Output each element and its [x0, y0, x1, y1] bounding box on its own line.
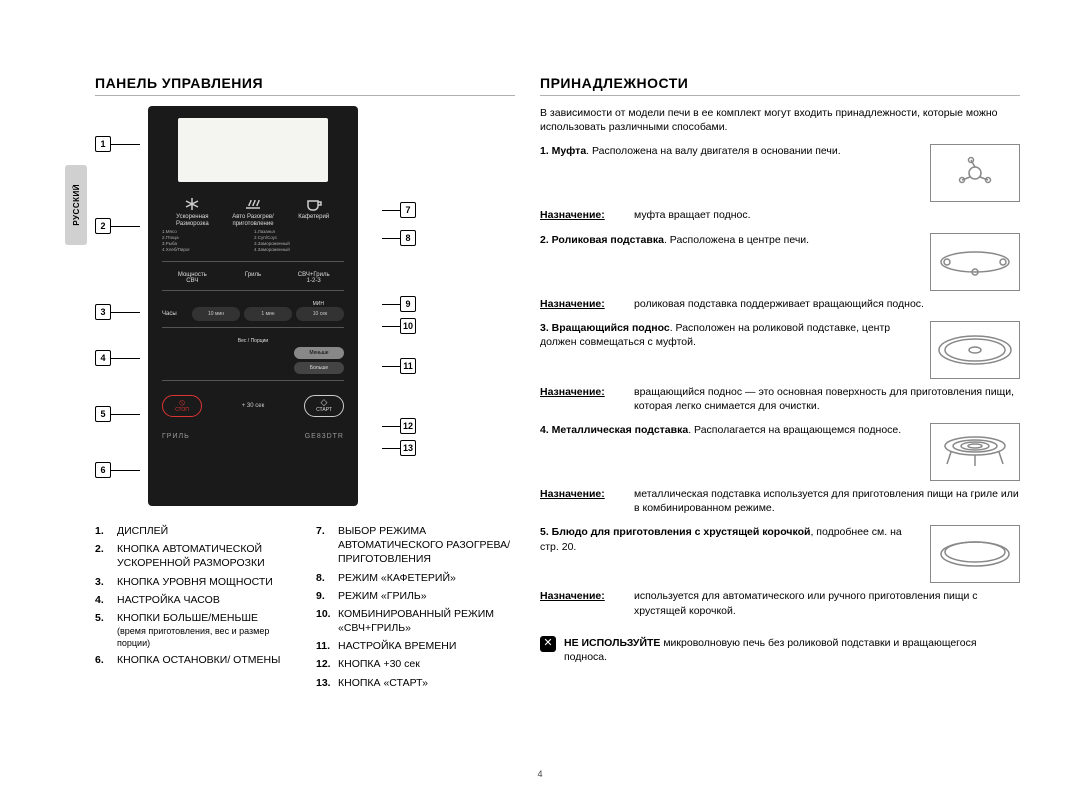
panel-label-reheat: Авто Разогрев/ приготовление [223, 214, 284, 227]
callout-11: 11 [400, 358, 416, 374]
legend-item: 7.ВЫБОР РЕЖИМА АВТОМАТИЧЕСКОГО РАЗОГРЕВА… [316, 524, 515, 567]
language-tab-label: РУССКИЙ [72, 184, 81, 226]
panel-brand: ГРИЛЬ [162, 433, 190, 440]
accessory-illustration [930, 233, 1020, 291]
accessory-title-text: 3. Вращающийся поднос. Расположен на рол… [540, 321, 920, 379]
accessory-illustration [930, 321, 1020, 379]
panel-model: GE83DTR [305, 433, 344, 440]
accessory-row: 1. Муфта. Расположена на валу двигателя … [540, 144, 1020, 202]
panel-less-button: Меньше [294, 347, 344, 359]
accessory-title-text: 5. Блюдо для приготовления с хрустящей к… [540, 525, 920, 583]
callout-6: 6 [95, 462, 111, 478]
panel-time-row: МИН Часы 10 мин 1 мин 10 сек [162, 297, 344, 328]
panel-power-label: Мощность СВЧ [162, 272, 223, 284]
legend-item: 3.КНОПКА УРОВНЯ МОЩНОСТИ [95, 575, 294, 589]
panel-time-1min: 1 мин [244, 307, 292, 321]
right-column: ПРИНАДЛЕЖНОСТИ В зависимости от модели п… [540, 75, 1020, 694]
panel-start-button: ◇СТАРТ [304, 395, 344, 417]
callout-7: 7 [400, 202, 416, 218]
accessory-row: 4. Металлическая подставка. Располагаетс… [540, 423, 1020, 481]
reheat-icon [243, 196, 263, 212]
legend-item: 9.РЕЖИМ «ГРИЛЬ» [316, 589, 515, 603]
panel-time-10sec: 10 сек [296, 307, 344, 321]
legend-item: 8.РЕЖИМ «КАФЕТЕРИЙ» [316, 571, 515, 585]
panel-model-row: ГРИЛЬ GE83DTR [162, 429, 344, 440]
panel-plus30-label: + 30 сек [242, 403, 264, 409]
callout-8: 8 [400, 230, 416, 246]
right-intro: В зависимости от модели печи в ее компле… [540, 106, 1020, 134]
legend-item: 11.НАСТРОЙКА ВРЕМЕНИ [316, 639, 515, 653]
legend-item: 10.КОМБИНИРОВАННЫЙ РЕЖИМ «СВЧ+ГРИЛЬ» [316, 607, 515, 635]
callout-12: 12 [400, 418, 416, 434]
control-panel: Ускоренная Разморозка Авто Разогрев/ при… [148, 106, 358, 506]
legend-item: 13.КНОПКА «СТАРТ» [316, 676, 515, 690]
legend-col-a: 1.ДИСПЛЕЙ 2.КНОПКА АВТОМАТИЧЕСКОЙ УСКОРЕН… [95, 524, 294, 694]
panel-label-cafe: Кафетерий [283, 214, 344, 227]
callout-1: 1 [95, 136, 111, 152]
callout-2: 2 [95, 218, 111, 234]
panel-weight-label: Вес / Порции [162, 338, 344, 344]
panel-grill-label: Гриль [223, 272, 284, 284]
legend-item: 12.КНОПКА +30 сек [316, 657, 515, 671]
accessory-title-text: 1. Муфта. Расположена на валу двигателя … [540, 144, 920, 202]
warning-text: НЕ ИСПОЛЬЗУЙТЕ микроволновую печь без ро… [564, 636, 1020, 664]
accessory-purpose-row: Назначение:металлическая подставка испол… [540, 487, 1020, 515]
panel-more-button: Больше [294, 362, 344, 374]
legend-item: 6.КНОПКА ОСТАНОВКИ/ ОТМЕНЫ [95, 653, 294, 667]
page-number: 4 [0, 769, 1080, 779]
callouts-left: 1 2 3 4 5 6 [95, 106, 140, 478]
callout-5: 5 [95, 406, 111, 422]
warning-icon: ✕ [540, 636, 556, 652]
warning-row: ✕ НЕ ИСПОЛЬЗУЙТЕ микроволновую печь без … [540, 636, 1020, 664]
accessory-illustration [930, 423, 1020, 481]
panel-menu-right: 1.Лазанья 2.Суп/Соус 3.Замороженный 4.За… [254, 229, 344, 252]
panel-weight-row: Вес / Порции Меньше Больше [162, 334, 344, 381]
accessory-title-text: 4. Металлическая подставка. Располагаетс… [540, 423, 920, 481]
callout-10: 10 [400, 318, 416, 334]
callout-3: 3 [95, 304, 111, 320]
legend-item: 4.НАСТРОЙКА ЧАСОВ [95, 593, 294, 607]
accessory-illustration [930, 144, 1020, 202]
panel-menu-left: 1.Мясо 2.Птица 3.Рыба 4.Хлеб/Пирог [162, 229, 252, 252]
accessory-title-text: 2. Роликовая подставка. Расположена в це… [540, 233, 920, 291]
panel-mode-icons: Ускоренная Разморозка Авто Разогрев/ при… [162, 192, 344, 262]
accessory-row: 2. Роликовая подставка. Расположена в це… [540, 233, 1020, 291]
panel-bottom-row: ⦸СТОП + 30 сек ◇СТАРТ [162, 387, 344, 423]
left-heading: ПАНЕЛЬ УПРАВЛЕНИЯ [95, 75, 515, 91]
callout-13: 13 [400, 440, 416, 456]
accessory-purpose-row: Назначение:муфта вращает поднос. [540, 208, 1020, 222]
accessory-row: 3. Вращающийся поднос. Расположен на рол… [540, 321, 1020, 379]
legend-item: 5.КНОПКИ БОЛЬШЕ/МЕНЬШЕ(время приготовлен… [95, 611, 294, 649]
accessory-purpose-row: Назначение:используется для автоматическ… [540, 589, 1020, 617]
right-rule [540, 95, 1020, 96]
legend-col-b: 7.ВЫБОР РЕЖИМА АВТОМАТИЧЕСКОГО РАЗОГРЕВА… [316, 524, 515, 694]
panel-combi-label: СВЧ+Гриль 1-2-3 [283, 272, 344, 284]
accessory-purpose-row: Назначение:вращающийся поднос — это осно… [540, 385, 1020, 413]
accessory-illustration [930, 525, 1020, 583]
cup-icon [304, 196, 324, 212]
right-heading: ПРИНАДЛЕЖНОСТИ [540, 75, 1020, 91]
language-tab: РУССКИЙ [65, 165, 87, 245]
accessory-purpose-row: Назначение:роликовая подставка поддержив… [540, 297, 1020, 311]
legend-item: 1.ДИСПЛЕЙ [95, 524, 294, 538]
callouts-right: 7 8 9 10 11 12 13 [366, 106, 416, 456]
legend-item: 2.КНОПКА АВТОМАТИЧЕСКОЙ УСКОРЕННОЙ РАЗМО… [95, 542, 294, 570]
panel-diagram: 1 2 3 4 5 6 Ускоренная Разморозка [95, 106, 515, 506]
panel-display [178, 118, 328, 182]
manual-page: ПАНЕЛЬ УПРАВЛЕНИЯ 1 2 3 4 5 6 [0, 0, 1080, 714]
legend: 1.ДИСПЛЕЙ 2.КНОПКА АВТОМАТИЧЕСКОЙ УСКОРЕН… [95, 524, 515, 694]
panel-time-10min: 10 мин [192, 307, 240, 321]
left-rule [95, 95, 515, 96]
left-column: ПАНЕЛЬ УПРАВЛЕНИЯ 1 2 3 4 5 6 [95, 75, 515, 694]
panel-clock-label: Часы [162, 311, 188, 317]
panel-stop-button: ⦸СТОП [162, 395, 202, 417]
accessory-row: 5. Блюдо для приготовления с хрустящей к… [540, 525, 1020, 583]
callout-9: 9 [400, 296, 416, 312]
panel-label-defrost: Ускоренная Разморозка [162, 214, 223, 227]
callout-4: 4 [95, 350, 111, 366]
panel-power-row: Мощность СВЧ Гриль СВЧ+Гриль 1-2-3 [162, 268, 344, 291]
defrost-icon [182, 196, 202, 212]
